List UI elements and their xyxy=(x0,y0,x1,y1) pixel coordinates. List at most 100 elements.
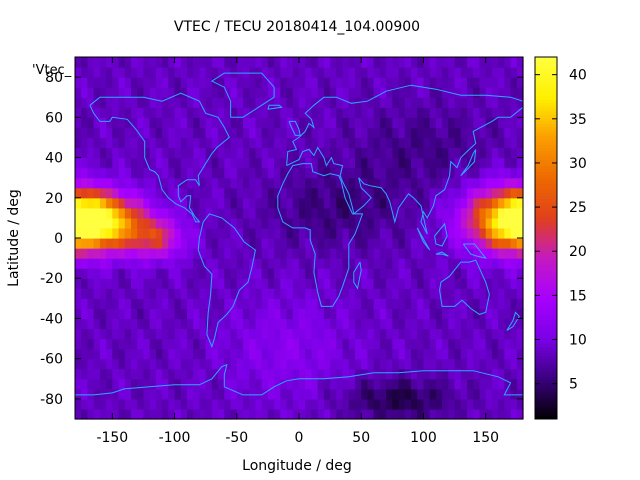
heatmap-cell xyxy=(423,167,431,179)
heatmap-cell xyxy=(218,147,225,159)
heatmap-cell xyxy=(99,97,107,108)
heatmap-cell xyxy=(180,268,188,279)
heatmap-cell xyxy=(367,278,375,289)
heatmap-cell xyxy=(261,77,269,88)
heatmap-cell xyxy=(87,207,95,219)
heatmap-cell xyxy=(106,97,113,108)
heatmap-cell xyxy=(323,338,331,350)
heatmap-cell xyxy=(355,368,362,380)
heatmap-cell xyxy=(417,308,425,320)
heatmap-cell xyxy=(367,157,375,169)
heatmap-cell xyxy=(348,227,356,239)
heatmap-cell xyxy=(224,268,232,279)
heatmap-cell xyxy=(342,117,350,128)
heatmap-cell xyxy=(143,77,151,88)
heatmap-cell xyxy=(504,298,512,309)
heatmap-cell xyxy=(498,87,505,98)
heatmap-cell xyxy=(485,398,493,410)
heatmap-cell xyxy=(442,107,449,118)
heatmap-cell xyxy=(435,238,443,249)
heatmap-cell xyxy=(442,278,449,289)
heatmap-cell xyxy=(224,358,232,370)
colorbar-step xyxy=(535,150,557,155)
heatmap-cell xyxy=(286,87,294,98)
heatmap-cell xyxy=(118,328,126,340)
heatmap-cell xyxy=(367,358,375,370)
heatmap-cell xyxy=(423,97,431,108)
heatmap-cell xyxy=(491,248,499,259)
heatmap-cell xyxy=(417,238,425,249)
heatmap-cell xyxy=(516,57,524,68)
heatmap-cell xyxy=(211,227,219,239)
coastline xyxy=(89,92,230,223)
heatmap-cell xyxy=(137,348,145,360)
heatmap-cell xyxy=(516,127,524,139)
heatmap-cell xyxy=(274,87,281,98)
heatmap-cell xyxy=(491,238,499,249)
heatmap-cell xyxy=(479,57,487,68)
heatmap-cell xyxy=(479,207,487,219)
heatmap-cell xyxy=(193,308,201,320)
heatmap-cell xyxy=(330,187,337,199)
heatmap-cell xyxy=(448,378,456,390)
heatmap-cell xyxy=(323,388,331,400)
heatmap-cell xyxy=(348,67,356,78)
heatmap-cell xyxy=(224,238,232,249)
heatmap-cell xyxy=(261,298,269,309)
heatmap-cell xyxy=(317,258,325,269)
heatmap-cell xyxy=(174,248,182,259)
heatmap-cell xyxy=(342,298,350,309)
heatmap-cell xyxy=(473,197,481,209)
heatmap-cell xyxy=(131,328,138,340)
heatmap-cell xyxy=(454,278,462,289)
heatmap-cell xyxy=(112,67,120,78)
heatmap-cell xyxy=(386,328,393,340)
colorbar-step xyxy=(535,186,557,191)
colorbar-step xyxy=(535,259,557,263)
heatmap-cell xyxy=(336,107,344,118)
heatmap-cell xyxy=(199,147,207,159)
heatmap-cell xyxy=(367,318,375,330)
heatmap-cell xyxy=(224,177,232,189)
heatmap-cell xyxy=(479,187,487,199)
heatmap-cell xyxy=(75,217,82,229)
heatmap-cell xyxy=(267,187,275,199)
heatmap-cell xyxy=(392,157,400,169)
heatmap-cell xyxy=(180,167,188,179)
heatmap-cell xyxy=(149,268,157,279)
heatmap-cell xyxy=(255,248,263,259)
heatmap-cell xyxy=(367,67,375,78)
heatmap-cell xyxy=(305,378,313,390)
heatmap-cell xyxy=(87,318,95,330)
heatmap-cell xyxy=(373,107,381,118)
heatmap-cell xyxy=(162,57,169,68)
heatmap-cell xyxy=(516,217,524,229)
heatmap-cell xyxy=(467,227,474,239)
heatmap-cell xyxy=(473,127,481,139)
heatmap-cell xyxy=(211,358,219,370)
heatmap-cell xyxy=(299,137,306,149)
heatmap-cell xyxy=(311,268,319,279)
heatmap-cell xyxy=(267,117,275,128)
heatmap-cell xyxy=(423,157,431,169)
heatmap-cell xyxy=(168,378,176,390)
heatmap-cell xyxy=(479,398,487,410)
heatmap-cell xyxy=(516,177,524,189)
colorbar-step xyxy=(535,141,557,145)
heatmap-cell xyxy=(379,258,387,269)
heatmap-cell xyxy=(386,207,393,219)
heatmap-cell xyxy=(460,358,468,370)
heatmap-cell xyxy=(137,278,145,289)
heatmap-cell xyxy=(429,278,437,289)
heatmap-cell xyxy=(280,67,288,78)
heatmap-cell xyxy=(473,388,481,400)
heatmap-cell xyxy=(81,308,89,320)
heatmap-cell xyxy=(355,268,362,279)
heatmap-cell xyxy=(211,67,219,78)
heatmap-cell xyxy=(267,107,275,118)
heatmap-cell xyxy=(299,298,306,309)
heatmap-cell xyxy=(404,398,412,410)
heatmap-cell xyxy=(323,57,331,68)
heatmap-cell xyxy=(81,77,89,88)
heatmap-cell xyxy=(205,308,213,320)
